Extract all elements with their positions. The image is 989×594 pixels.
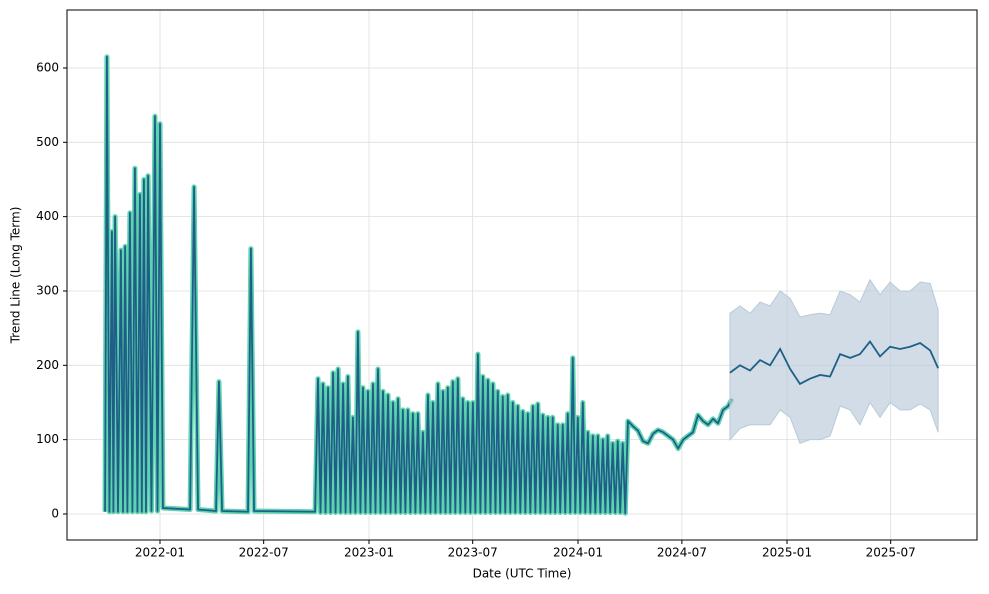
trend-line: [104, 55, 733, 515]
y-tick-label: 500: [36, 135, 59, 149]
y-tick-label: 400: [36, 209, 59, 223]
x-tick-label: 2024-01: [553, 546, 603, 560]
x-tick-label: 2022-07: [239, 546, 289, 560]
x-tick-label: 2024-07: [657, 546, 707, 560]
x-tick-label: 2025-01: [762, 546, 812, 560]
y-tick-label: 100: [36, 432, 59, 446]
x-axis-label: Date (UTC Time): [473, 567, 572, 581]
x-tick-label: 2023-01: [344, 546, 394, 560]
x-tick-label: 2023-07: [448, 546, 498, 560]
x-tick-label: 2022-01: [135, 546, 185, 560]
y-tick-label: 0: [51, 506, 59, 520]
x-tick-label: 2025-07: [866, 546, 916, 560]
confidence-band: [729, 278, 939, 445]
forecast-line: [729, 340, 939, 386]
plot-frame: [66, 9, 978, 541]
y-tick-label: 200: [36, 358, 59, 372]
y-axis-label: Trend Line (Long Term): [9, 207, 23, 345]
y-tick-label: 300: [36, 283, 59, 297]
y-tick-label: 600: [36, 60, 59, 74]
